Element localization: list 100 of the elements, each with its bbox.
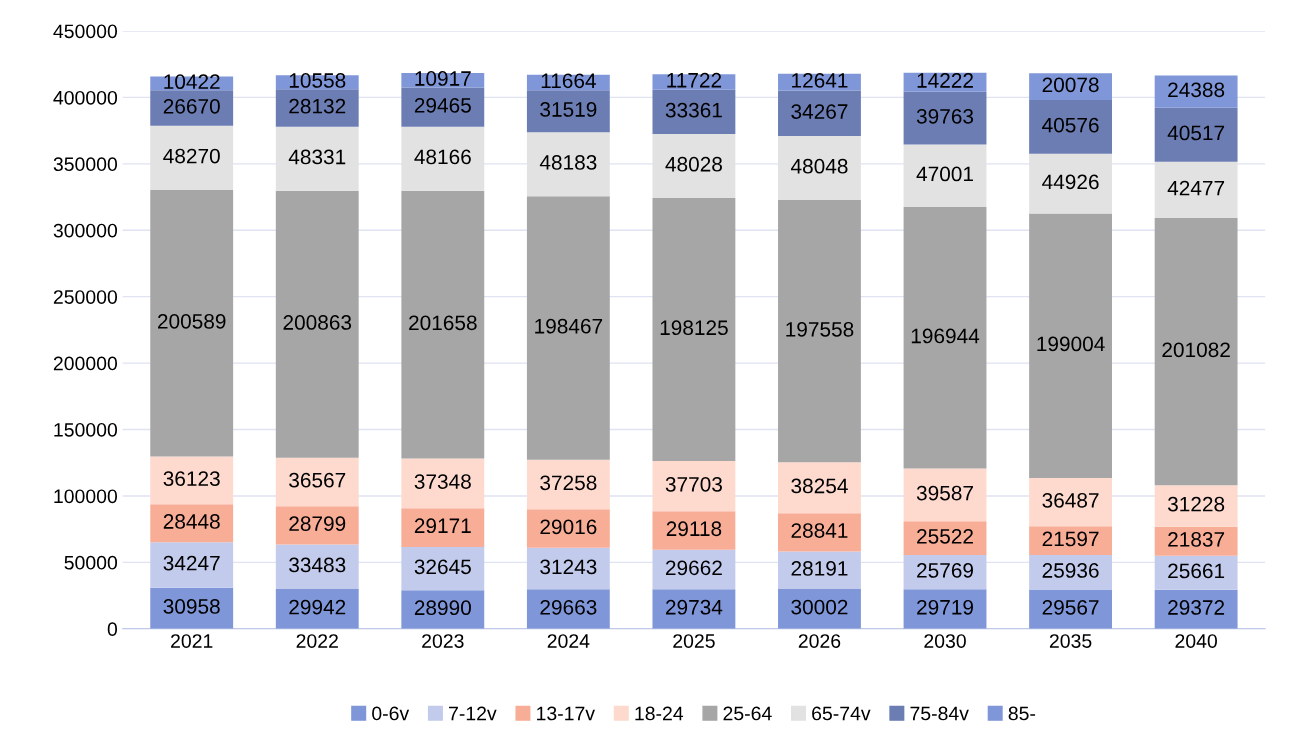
x-tick-label: 2025 — [673, 634, 715, 648]
y-tick-label: 0 — [107, 622, 118, 637]
bar — [526, 547, 610, 590]
bar — [652, 197, 736, 462]
y-tick-label: 300000 — [53, 223, 118, 238]
data-label: 29567 — [1042, 599, 1099, 615]
data-label: 48028 — [665, 156, 722, 172]
data-label: 198467 — [535, 318, 603, 334]
bar — [401, 126, 485, 191]
bar — [1154, 218, 1238, 486]
bar — [1154, 75, 1238, 108]
data-label: 200863 — [283, 315, 352, 330]
x-tick-label: 2024 — [547, 634, 590, 648]
data-label: 198125 — [660, 320, 728, 336]
data-label: 37703 — [665, 476, 722, 492]
y-tick-label: 250000 — [53, 290, 118, 304]
data-label: 40576 — [1042, 117, 1099, 133]
y-tick-label: 400000 — [53, 90, 118, 105]
bar — [1154, 107, 1238, 162]
bar — [401, 87, 485, 127]
bar — [150, 456, 234, 505]
legend-label: 18-24 — [635, 706, 684, 721]
bar — [903, 144, 987, 207]
bar — [150, 125, 234, 190]
data-label: 42477 — [1167, 180, 1225, 196]
legend-label: 7-12v — [449, 706, 497, 721]
bar — [778, 90, 861, 137]
data-label: 10422 — [164, 74, 220, 90]
data-label: 29663 — [540, 599, 597, 615]
y-tick-label: 50000 — [64, 555, 118, 570]
data-label: 38254 — [791, 478, 848, 494]
data-label: 25936 — [1042, 563, 1099, 578]
bar — [401, 508, 485, 547]
data-label: 48166 — [414, 149, 471, 165]
y-tick-label: 450000 — [53, 24, 118, 39]
bar — [275, 589, 359, 629]
data-label: 36123 — [163, 471, 220, 486]
bar — [1029, 477, 1112, 527]
data-label: 30958 — [163, 599, 220, 614]
data-label: 48270 — [163, 148, 220, 164]
bar — [652, 589, 736, 629]
bar — [526, 509, 610, 548]
data-label: 28841 — [791, 523, 848, 538]
data-label: 11722 — [667, 72, 722, 88]
data-label: 32645 — [414, 559, 471, 575]
data-label: 34247 — [163, 555, 220, 571]
bar — [778, 136, 861, 200]
x-tick-label: 2035 — [1049, 634, 1092, 648]
bar — [275, 126, 359, 191]
bar — [526, 589, 610, 629]
bar — [1029, 213, 1112, 478]
data-label: 48183 — [539, 155, 597, 170]
data-label: 201658 — [409, 315, 477, 331]
data-label: 25769 — [917, 563, 973, 578]
data-label: 39587 — [916, 485, 973, 501]
legend-label: 85- — [1008, 706, 1036, 721]
bar — [401, 546, 485, 591]
data-label: 28448 — [163, 514, 220, 529]
bar — [778, 462, 861, 514]
data-label: 29171 — [414, 518, 471, 534]
x-tick-label: 2023 — [422, 634, 464, 648]
legend-label: 65-74v — [812, 706, 871, 721]
data-label: 30002 — [791, 599, 848, 615]
bar — [1029, 153, 1112, 214]
legend-label: 0-6v — [372, 706, 410, 721]
data-label: 11664 — [541, 73, 596, 89]
data-label: 12641 — [792, 73, 848, 88]
data-label: 29942 — [289, 599, 346, 615]
bar — [275, 544, 359, 589]
bar — [903, 589, 987, 629]
bar — [1029, 99, 1112, 154]
data-label: 31243 — [540, 559, 597, 575]
bar — [526, 90, 610, 133]
data-label: 33361 — [665, 102, 722, 118]
bar — [1029, 589, 1112, 629]
data-label: 48331 — [288, 149, 346, 165]
data-label: 29372 — [1168, 600, 1225, 615]
data-label: 29118 — [666, 521, 722, 537]
data-label: 37258 — [540, 475, 597, 491]
data-label: 25522 — [917, 528, 973, 544]
data-label: 20078 — [1042, 77, 1099, 93]
bar — [652, 549, 736, 590]
bar — [903, 468, 987, 522]
bar — [401, 190, 485, 459]
data-label: 34267 — [791, 104, 848, 119]
data-label: 28191 — [791, 561, 848, 576]
legend-label: 75-84v — [910, 706, 969, 721]
data-label: 26670 — [163, 98, 220, 114]
data-label: 31228 — [1167, 496, 1225, 512]
bar — [652, 89, 736, 135]
y-tick-label: 200000 — [53, 356, 118, 371]
bar — [275, 457, 359, 507]
y-tick-label: 100000 — [54, 489, 118, 504]
bar — [903, 91, 987, 145]
x-tick-label: 2026 — [798, 634, 841, 648]
data-label: 36487 — [1042, 492, 1099, 508]
data-label: 10558 — [289, 73, 346, 88]
bar — [150, 542, 234, 588]
bar — [652, 134, 736, 198]
data-label: 48048 — [790, 158, 848, 174]
